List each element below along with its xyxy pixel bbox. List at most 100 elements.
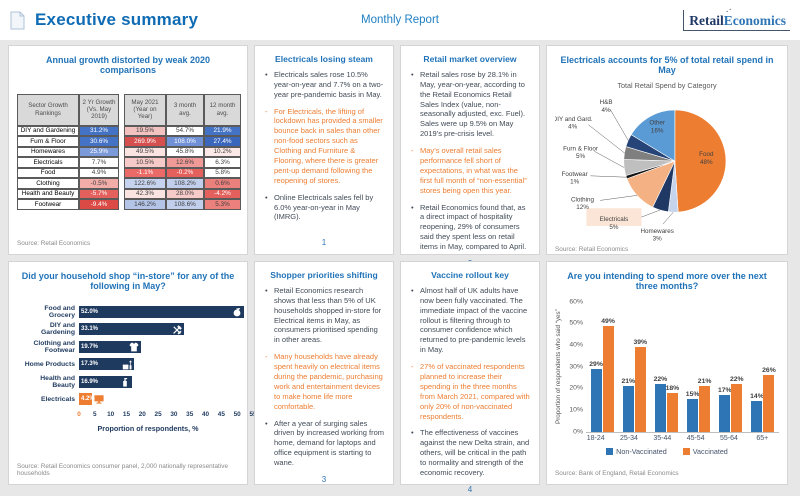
growth-value-cell: 30.6% xyxy=(79,136,119,147)
non-vaccinated-bar xyxy=(687,399,699,432)
pie-label: Footwear 1% xyxy=(562,171,588,186)
sector-growth-table: Sector Growth Rankings 2 Yr Growth (Vs. M… xyxy=(17,93,241,210)
category-label: 55-64 xyxy=(720,434,738,442)
bar-value-label: 19.7% xyxy=(81,343,99,350)
growth-value-cell: 269.9% xyxy=(124,136,166,147)
bullet-item: Almost half of UK adults have now been f… xyxy=(411,286,531,355)
leader-line xyxy=(590,175,627,178)
bar-value-label: 16.9% xyxy=(81,378,99,385)
growth-value-cell: 21.9% xyxy=(204,125,241,137)
leader-line xyxy=(588,124,625,153)
bar-category-label: Electricals xyxy=(40,395,75,403)
leader-line xyxy=(662,211,674,224)
bar-value-label: 26% xyxy=(762,367,776,375)
bar-value-label: 22% xyxy=(729,376,744,384)
x-tick-label: 5 xyxy=(93,410,97,418)
panel-title: Vaccine rollout key xyxy=(431,270,509,280)
bar-value-label: 15% xyxy=(685,391,700,399)
pie-label: Clothing 12% xyxy=(571,196,595,211)
bar-category-label: DIY and Gardening xyxy=(41,322,75,337)
growth-value-cell: 25.9% xyxy=(79,146,119,158)
bar-column: 29% xyxy=(589,361,603,432)
dashboard-grid: Annual growth distorted by weak 2020 com… xyxy=(0,40,800,494)
bullet-item: For Electricals, the lifting of lockdown… xyxy=(265,107,385,186)
bullet-item: May’s overall retail sales performance f… xyxy=(411,146,531,195)
bar-track: 33.1% xyxy=(79,323,253,336)
bar-category-label: Home Products xyxy=(24,360,75,368)
bar-value-label: 18% xyxy=(665,384,680,392)
bar-column: 21% xyxy=(621,378,636,432)
table-header-cell: 3 month avg. xyxy=(166,93,204,126)
bar-group-18-24: 29% 49% xyxy=(586,318,618,432)
bar-electricals: 4.2% xyxy=(79,393,95,406)
panel-growth-table: Annual growth distorted by weak 2020 com… xyxy=(8,45,248,255)
pie-label: Food 48% xyxy=(699,151,714,166)
legend-swatch xyxy=(682,447,690,455)
growth-value-cell: 5.8% xyxy=(204,167,241,179)
document-icon xyxy=(10,11,25,29)
leader-line xyxy=(609,108,629,141)
bar-value-label: 4.2% xyxy=(81,396,95,403)
vaccinated-bar xyxy=(634,347,646,432)
bar-value-label: 21% xyxy=(621,378,636,386)
non-vaccinated-bar xyxy=(719,394,731,432)
y-tick-label: 60% xyxy=(569,298,583,306)
table-header-cell: Sector Growth Rankings xyxy=(17,93,79,126)
legend-label: Vaccinated xyxy=(692,446,728,456)
category-label: 18-24 xyxy=(586,434,605,442)
bar-column: 15% xyxy=(685,391,700,432)
bar-track: 52.0% xyxy=(79,305,253,318)
bullet-item: Electricals sales rose 10.5% year-on-yea… xyxy=(265,70,385,100)
x-tick-label: 40 xyxy=(201,410,210,418)
bar-track: 16.9% xyxy=(79,375,253,388)
y-axis-ticks: 0% 10% 20% 30% 40% 50% 60% xyxy=(562,298,586,435)
vaccinated-bar xyxy=(763,375,775,432)
table-spacer xyxy=(119,199,124,210)
bar-row: DIY and Gardening 33.1% xyxy=(17,322,239,337)
table-header-cell: 12 month avg. xyxy=(204,93,241,126)
x-axis-label: Proportion of respondents, % xyxy=(97,423,199,433)
cosmetics-icon xyxy=(123,378,128,387)
panel-shopper-priorities: Shopper priorities shifting Retail Econo… xyxy=(254,261,394,485)
bar-column: 49% xyxy=(601,318,615,432)
leader-line xyxy=(641,209,661,218)
table-spacer xyxy=(119,157,124,168)
bar-column: 18% xyxy=(665,384,680,432)
x-tick-label: 35 xyxy=(186,410,194,418)
panel-instore-chart: Did your household shop “in-store” for a… xyxy=(8,261,257,485)
bullet-item: The effectiveness of vaccines against th… xyxy=(411,428,531,477)
growth-value-cell: -9.4% xyxy=(79,199,119,210)
vaccinated-bar xyxy=(666,392,678,432)
table-header-cell: 2 Yr Growth (Vs. May 2019) xyxy=(79,93,119,126)
growth-value-cell: -0.5% xyxy=(79,178,119,189)
leader-line xyxy=(600,194,638,201)
bar-column: 21% xyxy=(698,378,711,432)
tshirt-icon xyxy=(129,342,139,352)
growth-value-cell: 27.4% xyxy=(204,136,241,147)
legend-item-non-vaccinated: Non-Vaccinated xyxy=(606,447,667,456)
bar-clothing-and-footwear: 19.7% xyxy=(79,340,142,353)
x-tick-label: 50 xyxy=(233,410,241,418)
bar-value-label: 52.0% xyxy=(81,308,99,315)
chart-legend: Non-Vaccinated Vaccinated xyxy=(555,447,779,456)
bar-column: 39% xyxy=(633,339,647,432)
bar-column: 26% xyxy=(762,367,776,432)
table-spacer xyxy=(119,93,124,126)
growth-value-cell: 45.8% xyxy=(166,146,204,158)
pie-chart-title: Total Retail Spend by Category xyxy=(617,80,717,90)
sector-name-cell: Food xyxy=(17,167,79,179)
non-vaccinated-bar xyxy=(590,368,602,432)
bullet-item: Retail Economics research shows that les… xyxy=(265,286,385,345)
x-tick-label: 15 xyxy=(122,410,131,418)
growth-value-cell: 108.6% xyxy=(166,199,204,210)
legend-swatch xyxy=(606,447,614,455)
table-spacer xyxy=(119,178,124,189)
x-tick-label: 45 xyxy=(217,410,225,418)
bar-track: 4.2% xyxy=(79,393,253,406)
growth-value-cell: 122.6% xyxy=(124,178,166,189)
logo-text-retail: Retail xyxy=(689,12,724,28)
source-note: Source: Retail Economics consumer panel,… xyxy=(17,463,229,477)
bar-row: Home Products 17.3% xyxy=(17,358,239,371)
bar-category-label: Health and Beauty xyxy=(40,374,75,389)
source-note: Source: Retail Economics xyxy=(555,245,629,253)
